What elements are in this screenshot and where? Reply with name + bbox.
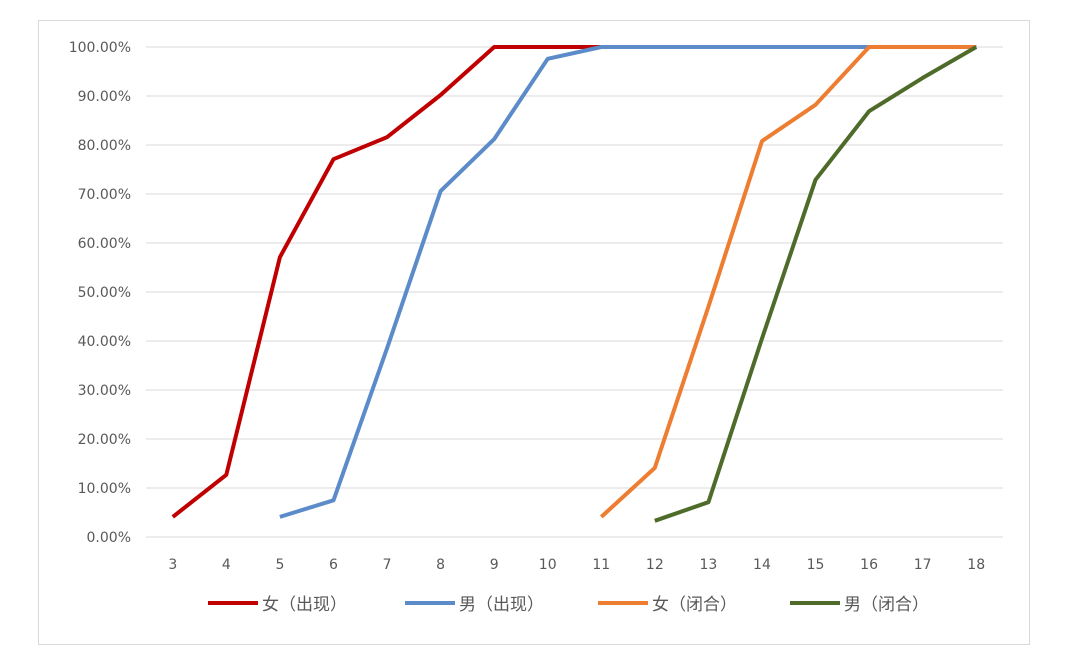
x-tick-label: 13 — [699, 557, 717, 573]
x-tick-label: 9 — [490, 557, 499, 573]
y-tick-label: 60.00% — [78, 236, 131, 252]
y-tick-label: 50.00% — [78, 285, 131, 301]
legend-label: 男（闭合） — [844, 595, 929, 615]
x-tick-label: 4 — [222, 557, 231, 573]
legend-label: 女（闭合） — [652, 595, 737, 615]
x-tick-label: 14 — [753, 557, 771, 573]
y-tick-label: 70.00% — [78, 187, 131, 203]
x-tick-label: 17 — [914, 557, 932, 573]
x-tick-label: 7 — [383, 557, 392, 573]
y-tick-label: 20.00% — [78, 432, 131, 448]
y-tick-label: 80.00% — [78, 138, 131, 154]
y-tick-label: 100.00% — [69, 40, 131, 56]
x-tick-label: 8 — [436, 557, 445, 573]
series-line-2 — [279, 45, 977, 519]
y-tick-label: 40.00% — [78, 334, 131, 350]
legend-label: 男（出现） — [459, 595, 544, 615]
legend-label: 女（出现） — [262, 595, 347, 615]
series-line-4 — [654, 45, 978, 523]
x-tick-label: 16 — [860, 557, 878, 573]
x-tick-label: 6 — [329, 557, 338, 573]
x-tick-label: 15 — [807, 557, 825, 573]
x-tick-label: 5 — [275, 557, 284, 573]
chart-frame — [38, 20, 1030, 645]
series-line-3 — [599, 45, 977, 519]
y-tick-label: 90.00% — [78, 89, 131, 105]
y-tick-label: 0.00% — [87, 530, 131, 546]
x-tick-label: 18 — [967, 557, 985, 573]
y-tick-label: 10.00% — [78, 481, 131, 497]
series-line-1 — [171, 45, 977, 519]
y-tick-label: 30.00% — [78, 383, 131, 399]
x-tick-label: 11 — [592, 557, 610, 573]
x-tick-label: 12 — [646, 557, 664, 573]
x-tick-label: 3 — [168, 557, 177, 573]
x-tick-label: 10 — [539, 557, 557, 573]
